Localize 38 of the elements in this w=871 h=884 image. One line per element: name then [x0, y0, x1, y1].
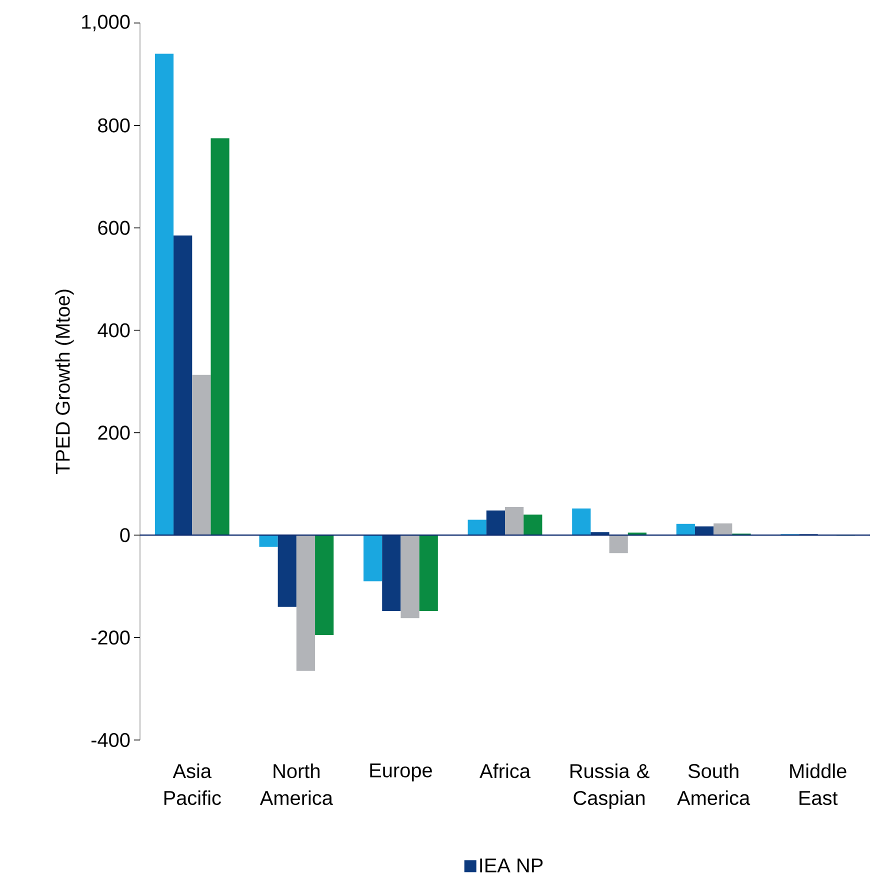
y-tick-label: 0: [120, 528, 130, 542]
bar: [694, 526, 714, 536]
x-tick-label: Africa: [480, 764, 530, 778]
bar: [714, 523, 732, 536]
bar: [524, 514, 542, 536]
y-tick-label: 600: [98, 220, 130, 235]
bar: [296, 535, 316, 671]
x-tick-label: Europe: [370, 764, 432, 782]
x-tick-label: South America: [677, 764, 750, 806]
y-tick-label: 200: [98, 426, 130, 440]
y-tick-label: -400: [91, 732, 130, 748]
x-tick-label: Middle East: [790, 764, 846, 806]
y-tick-label: 800: [98, 118, 130, 132]
bar: [174, 236, 192, 536]
x-tick-label: Asia Pacific: [164, 764, 221, 806]
bar: [259, 535, 278, 547]
bar: [468, 520, 486, 536]
bar: [609, 535, 628, 554]
y-axis-title: TPED Growth (Mtoe): [55, 290, 74, 474]
legend-label: IEA NP: [480, 858, 543, 872]
bar: [192, 374, 211, 536]
bar: [419, 535, 438, 611]
bar: [315, 535, 334, 636]
y-tick-label: 400: [98, 323, 130, 338]
bar: [278, 535, 296, 607]
bar: [572, 508, 591, 536]
bar: [382, 535, 401, 611]
bar: [400, 535, 420, 618]
y-tick-label: -200: [91, 630, 130, 645]
bar: [154, 54, 174, 536]
x-tick-label: North America: [260, 764, 333, 806]
bar: [676, 524, 695, 536]
bar: [486, 510, 505, 536]
x-tick-label: Russia & Caspian: [570, 764, 650, 809]
y-tick-label: 1,000: [82, 14, 130, 32]
bar: [505, 506, 524, 536]
bar: [364, 535, 382, 582]
bar: [210, 138, 230, 536]
